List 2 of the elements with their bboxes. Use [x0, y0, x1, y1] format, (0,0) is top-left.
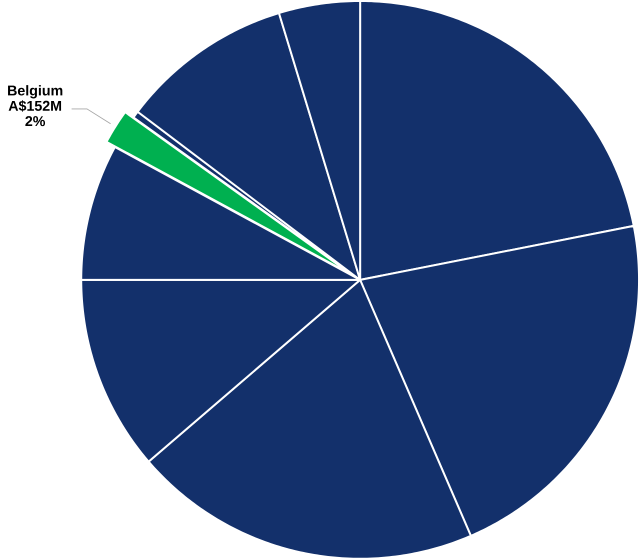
data-label: A$152M 2% — [8, 100, 62, 126]
slice-label: Belgium — [8, 85, 62, 99]
